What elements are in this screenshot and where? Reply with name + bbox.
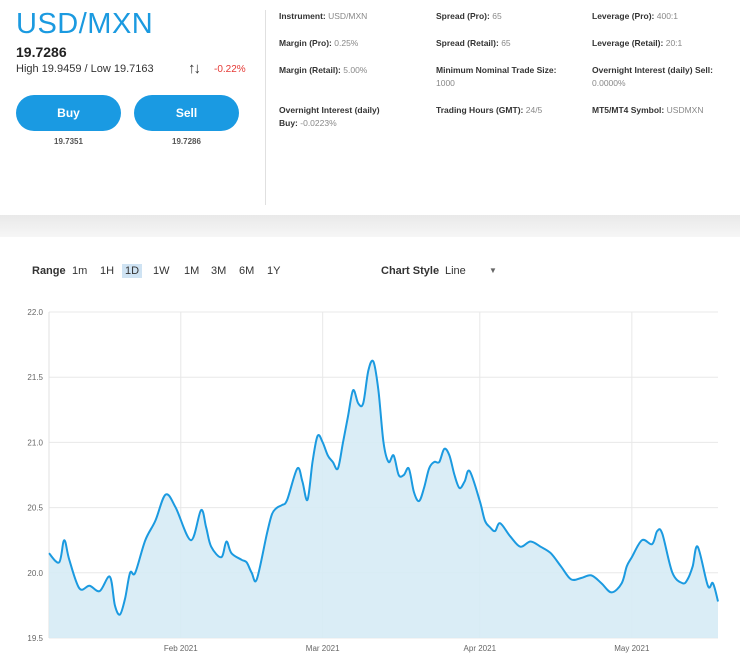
detail-margin-pro: Margin (Pro): 0.25% xyxy=(279,38,359,48)
vertical-divider xyxy=(265,10,266,205)
sell-price: 19.7286 xyxy=(172,137,201,146)
buy-price: 19.7351 xyxy=(54,137,83,146)
detail-mt-symbol: MT5/MT4 Symbol: USDMXN xyxy=(592,105,704,115)
chevron-down-icon[interactable]: ▼ xyxy=(489,266,497,275)
y-tick-label: 22.0 xyxy=(27,308,43,317)
chart-style-select[interactable]: Line xyxy=(445,265,466,277)
range-1h[interactable]: 1H xyxy=(100,265,115,277)
detail-leverage-pro: Leverage (Pro): 400:1 xyxy=(592,11,679,21)
high-low-range: High 19.9459 / Low 19.7163 xyxy=(16,63,154,75)
price-area-fill xyxy=(49,360,718,638)
detail-overnight-sell: Overnight Interest (daily) Sell: 0.0000% xyxy=(592,65,713,88)
y-tick-label: 19.5 xyxy=(27,634,43,643)
y-tick-label: 21.5 xyxy=(27,373,43,382)
range-6m[interactable]: 6M xyxy=(239,265,255,277)
x-tick-label: Apr 2021 xyxy=(464,644,497,653)
range-1mo[interactable]: 1M xyxy=(184,265,200,277)
detail-leverage-retail: Leverage (Retail): 20:1 xyxy=(592,38,683,48)
detail-spread-pro: Spread (Pro): 65 xyxy=(436,11,502,21)
section-divider xyxy=(0,215,740,237)
up-down-arrows-icon: ↑↓ xyxy=(188,60,201,77)
price-chart: 19.5 20.0 20.5 21.0 21.5 22.0 Feb 2021 Mar 202… xyxy=(27,308,719,653)
price-line xyxy=(48,359,719,616)
instrument-symbol: USD/MXN xyxy=(16,8,154,40)
instrument-panel xyxy=(0,0,740,215)
buy-button[interactable]: Buy xyxy=(16,95,121,131)
range-1w[interactable]: 1W xyxy=(153,265,170,277)
detail-overnight-buy: Overnight Interest (daily) Buy: -0.0223% xyxy=(279,105,380,128)
detail-trading-hours: Trading Hours (GMT): 24/5 xyxy=(436,105,543,115)
x-tick-label: Feb 2021 xyxy=(164,644,198,653)
y-tick-label: 21.0 xyxy=(27,438,43,447)
range-1y[interactable]: 1Y xyxy=(267,265,281,277)
range-label: Range xyxy=(32,265,66,277)
detail-instrument: Instrument: USD/MXN xyxy=(279,11,368,21)
detail-spread-retail: Spread (Retail): 65 xyxy=(436,38,511,48)
y-axis: 19.5 20.0 20.5 21.0 21.5 22.0 xyxy=(27,308,43,643)
range-3m[interactable]: 3M xyxy=(211,265,227,277)
chart-style-label: Chart Style xyxy=(381,265,440,277)
y-tick-label: 20.0 xyxy=(27,569,43,578)
y-tick-label: 20.5 xyxy=(27,504,43,513)
detail-min-trade-size: Minimum Nominal Trade Size: 1000 xyxy=(436,65,557,88)
range-1d[interactable]: 1D xyxy=(122,264,143,278)
detail-margin-retail: Margin (Retail): 5.00% xyxy=(279,65,368,75)
x-tick-label: Mar 2021 xyxy=(306,644,340,653)
x-tick-label: May 2021 xyxy=(614,644,650,653)
current-price: 19.7286 xyxy=(16,44,67,60)
sell-button[interactable]: Sell xyxy=(134,95,239,131)
x-axis: Feb 2021 Mar 2021 Apr 2021 May 2021 xyxy=(164,644,650,653)
price-change: -0.22% xyxy=(214,64,246,75)
range-1m[interactable]: 1m xyxy=(72,265,88,277)
